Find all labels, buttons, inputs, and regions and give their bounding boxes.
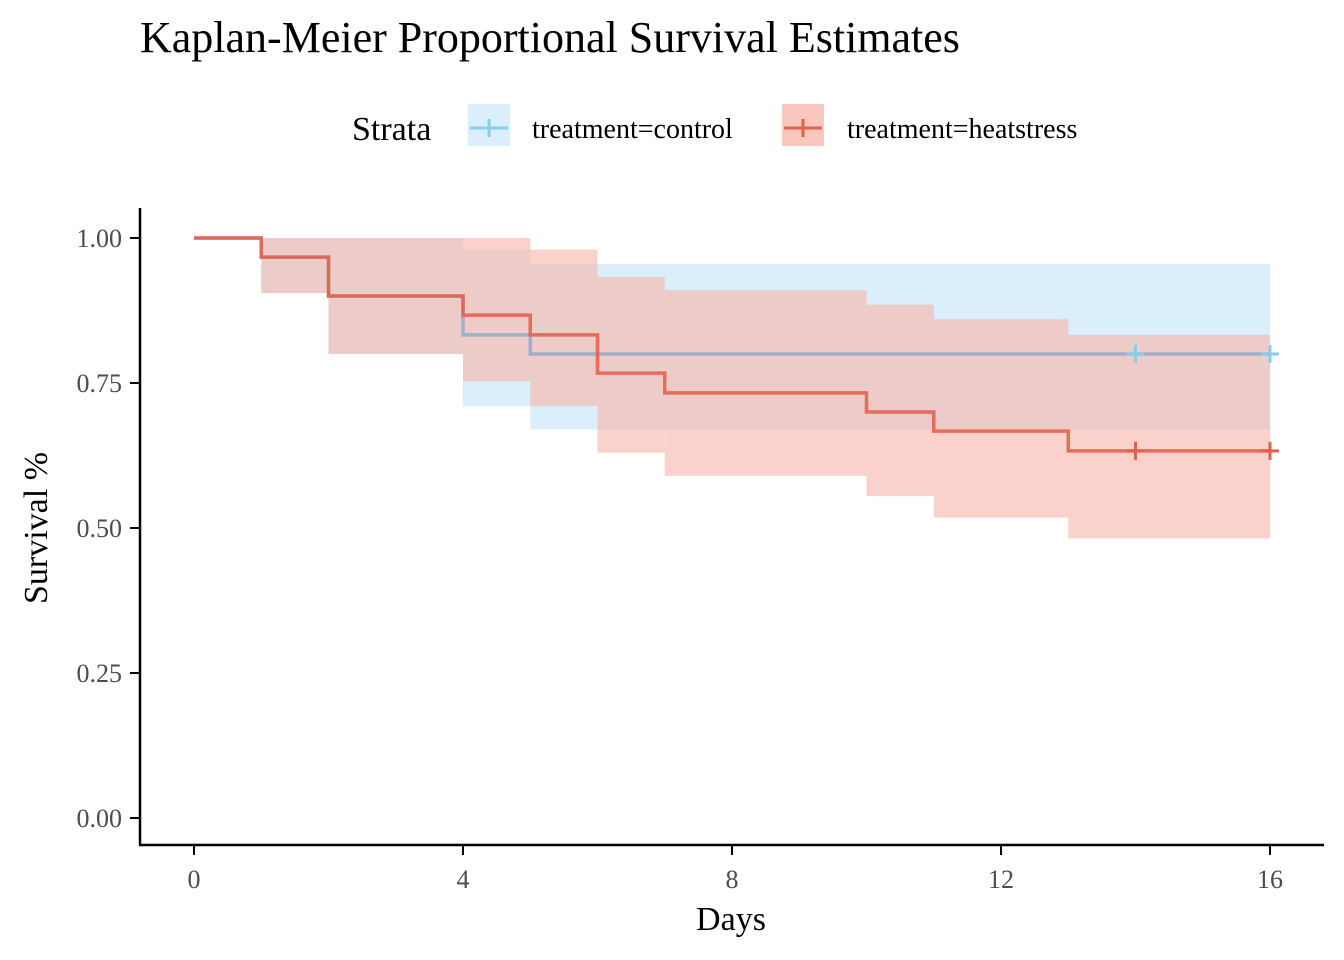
- axes: 0 4 8 12 16 0.00 0.25 0.50 0.75 1.00: [77, 208, 1324, 894]
- ci-band-heatstress: [261, 238, 329, 294]
- censor-marks: [1126, 345, 1279, 460]
- x-tick-label: 4: [457, 865, 470, 894]
- legend-title: Strata: [352, 111, 431, 148]
- censor-mark-heatstress: [1261, 441, 1279, 460]
- ci-band-heatstress: [933, 319, 1069, 518]
- y-tick-label: 1.00: [77, 224, 123, 253]
- y-tick-label: 0.00: [77, 804, 123, 833]
- censor-mark-control: [1126, 345, 1145, 363]
- chart-title: Kaplan-Meier Proportional Survival Estim…: [140, 13, 960, 62]
- confidence-bands: [261, 238, 1270, 539]
- y-tick-label: 0.75: [77, 369, 123, 398]
- censor-mark-heatstress: [1126, 441, 1145, 460]
- x-axis-label: Days: [696, 901, 766, 938]
- censor-mark-control: [1261, 345, 1279, 363]
- ci-band-heatstress: [530, 249, 598, 407]
- legend-entry-control: treatment=control: [468, 104, 733, 146]
- ci-band-heatstress: [463, 238, 531, 382]
- y-tick-label: 0.25: [77, 659, 123, 688]
- legend-label-control: treatment=control: [532, 114, 733, 145]
- legend-entry-heatstress: treatment=heatstress: [782, 104, 1077, 146]
- survival-curves: [194, 236, 1270, 453]
- x-tick-label: 0: [188, 865, 201, 894]
- ci-band-heatstress: [597, 276, 665, 453]
- legend: Strata treatment=control treatment=heats…: [352, 104, 1077, 148]
- y-axis-label: Survival %: [18, 452, 55, 604]
- legend-label-heatstress: treatment=heatstress: [847, 114, 1077, 145]
- y-ticks: 0.00 0.25 0.50 0.75 1.00: [77, 224, 140, 833]
- ci-band-heatstress: [1068, 334, 1270, 539]
- x-tick-label: 16: [1257, 865, 1283, 894]
- ci-band-heatstress: [664, 290, 867, 476]
- x-tick-label: 12: [988, 865, 1014, 894]
- survival-curve-heatstress: [194, 236, 1270, 453]
- y-tick-label: 0.50: [77, 514, 123, 543]
- x-ticks: 0 4 8 12 16: [188, 845, 1283, 894]
- ci-band-heatstress: [866, 304, 934, 497]
- x-tick-label: 8: [726, 865, 739, 894]
